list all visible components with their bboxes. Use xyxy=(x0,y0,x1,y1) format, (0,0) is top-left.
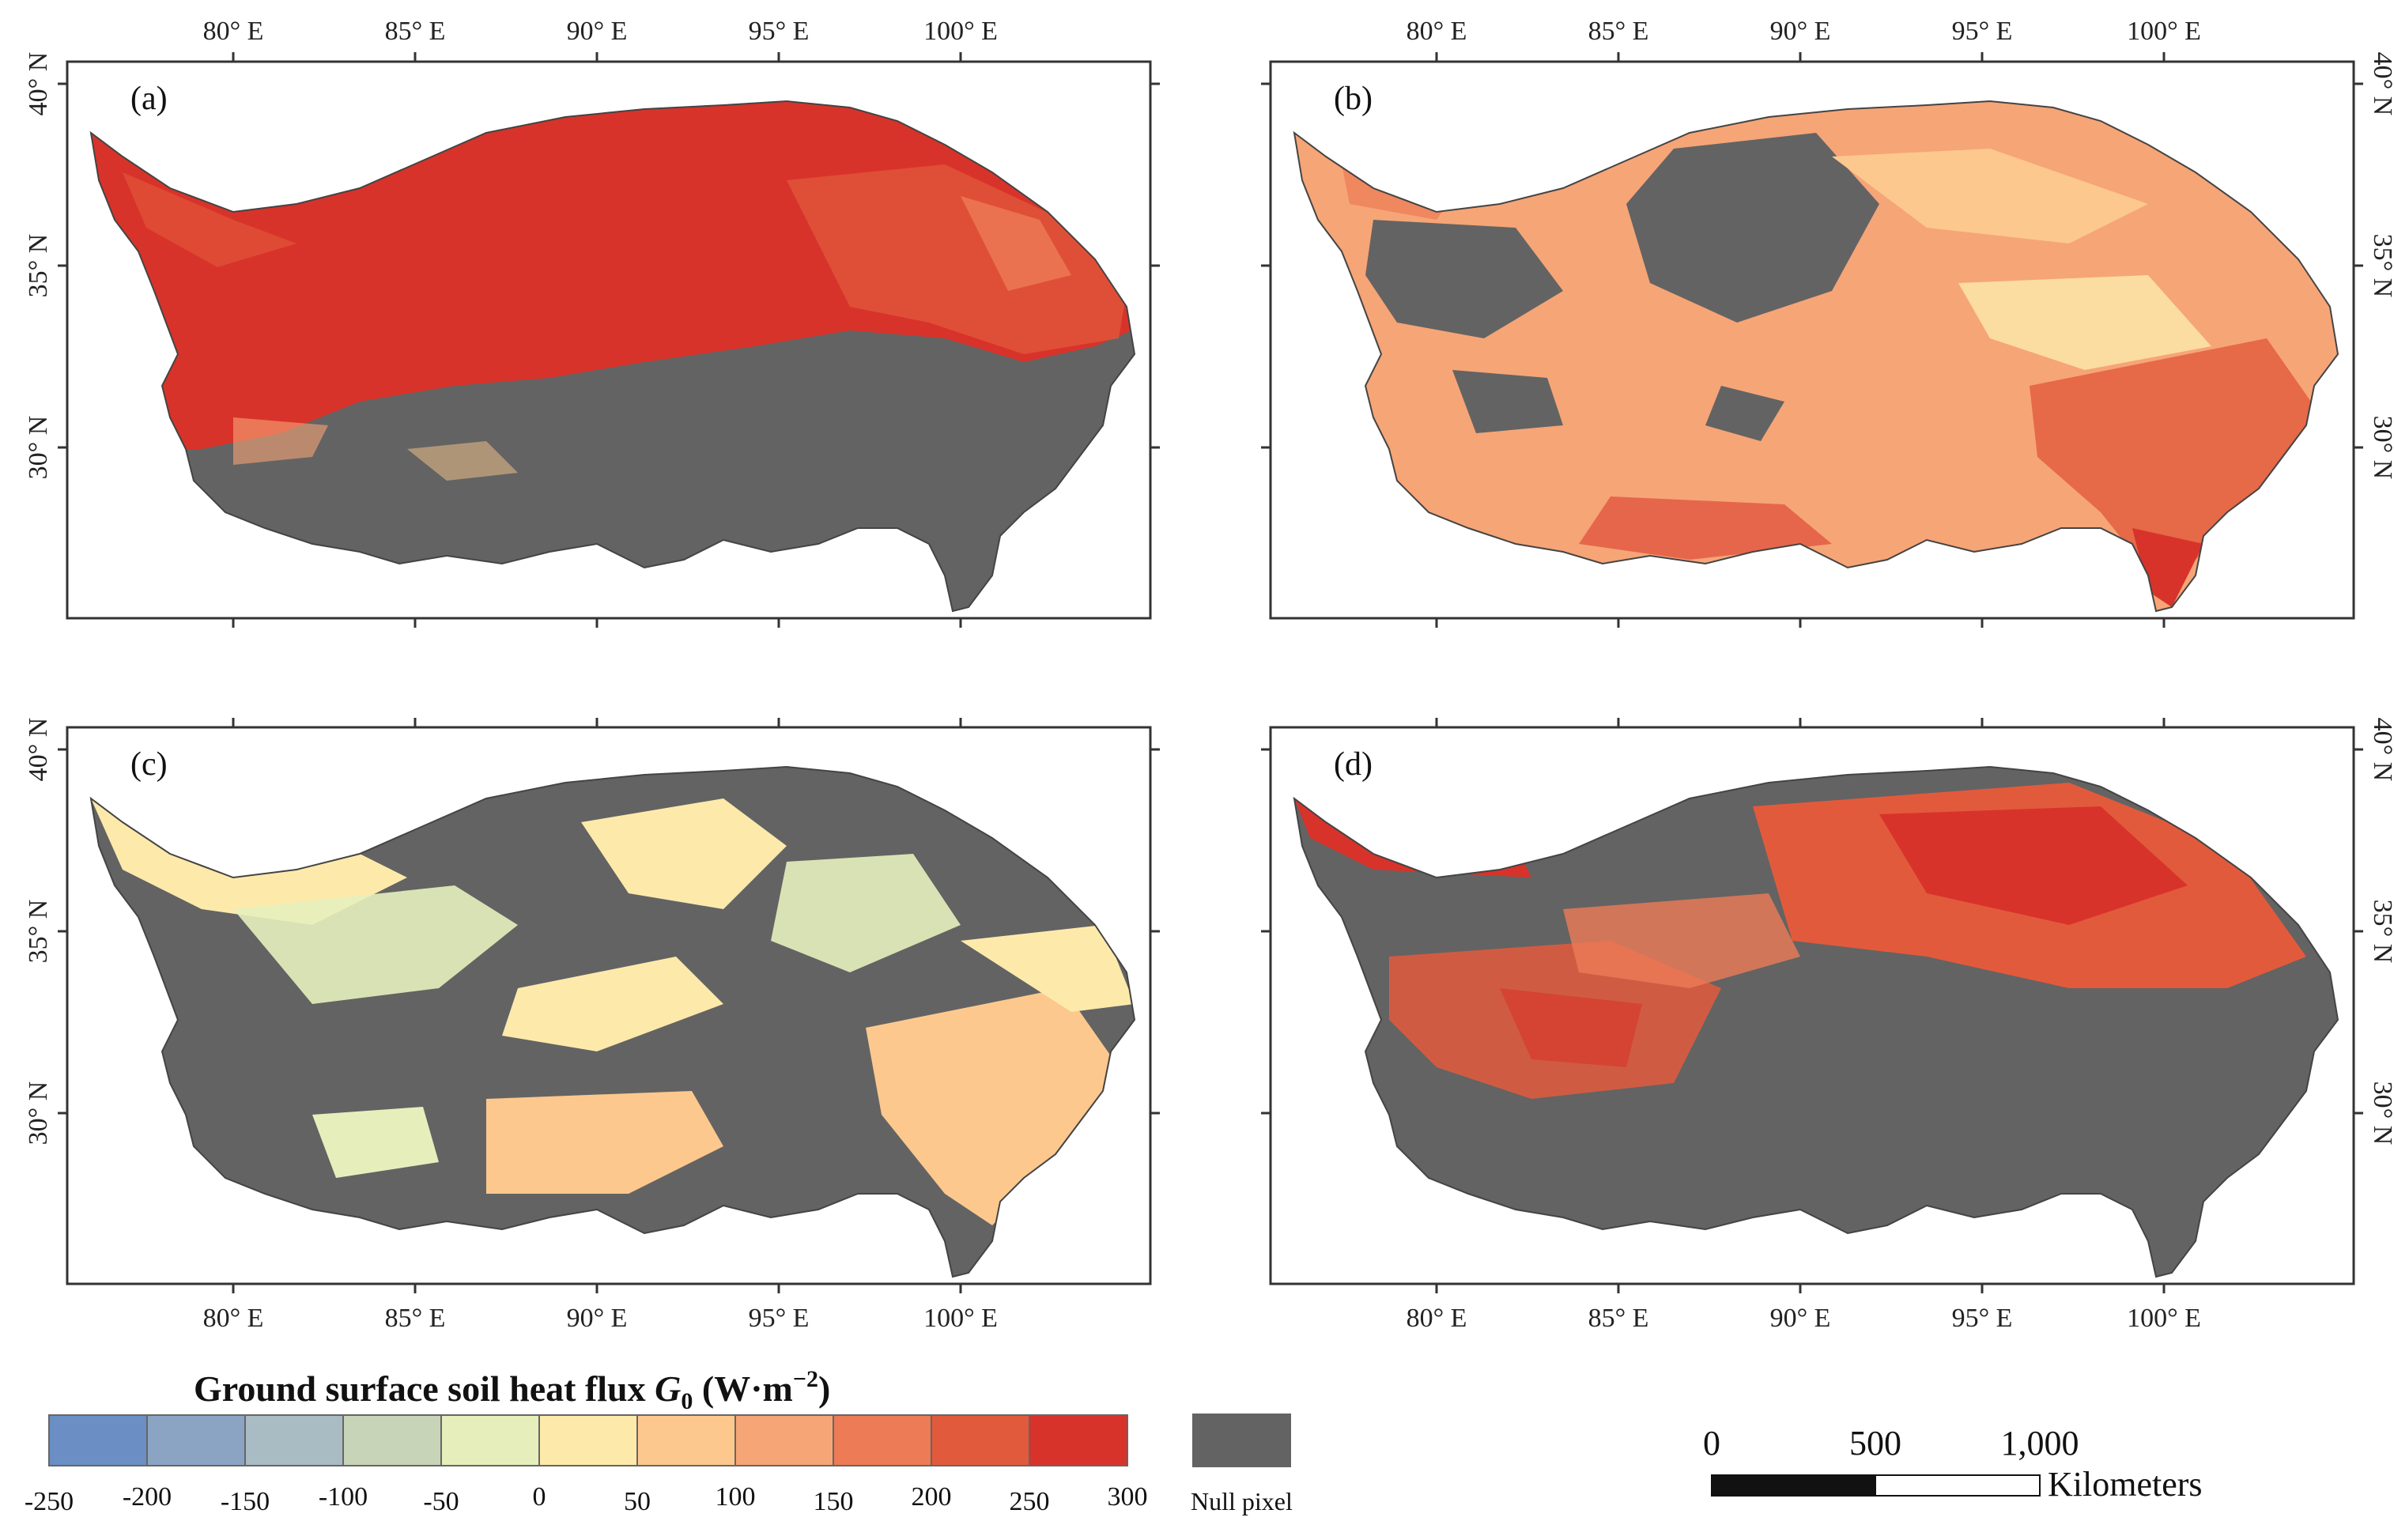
legend-color-bin xyxy=(440,1414,540,1466)
scale-units: Kilometers xyxy=(2048,1465,2203,1504)
legend-tick-label: 200 xyxy=(912,1482,952,1512)
panel-d: (d) xyxy=(1269,726,2355,1285)
legend-tick-label: -150 xyxy=(221,1487,270,1516)
lon-label: 95° E xyxy=(749,1304,810,1333)
legend-color-bin xyxy=(636,1414,736,1466)
scale-label-1000: 1,000 xyxy=(2001,1424,2079,1463)
map-frame xyxy=(66,60,1152,620)
lat-label: 30° N xyxy=(24,416,53,480)
lon-label: 90° E xyxy=(567,1304,628,1333)
scale-bar-black-segment xyxy=(1711,1474,1876,1497)
legend-tick-label: -100 xyxy=(319,1482,368,1512)
legend-color-bin xyxy=(734,1414,834,1466)
lon-label: 100° E xyxy=(2127,17,2201,46)
legend-color-bin xyxy=(538,1414,638,1466)
legend-color-bin xyxy=(244,1414,344,1466)
lat-label: 40° N xyxy=(24,52,53,116)
plateau-map xyxy=(1294,101,2338,611)
lon-label: 100° E xyxy=(923,1304,998,1333)
lon-label: 80° E xyxy=(203,1304,264,1333)
lon-label: 85° E xyxy=(1588,17,1649,46)
axes-layer: 80° E 85° E 90° E 95° E 100° E 40° N 35° N 30° … xyxy=(24,17,2394,1333)
lon-label: 90° E xyxy=(1770,17,1831,46)
legend-color-bin xyxy=(146,1414,246,1466)
legend-tick-label: 150 xyxy=(814,1487,854,1516)
lon-label: 90° E xyxy=(567,17,628,46)
lat-label: 40° N xyxy=(24,718,53,782)
panel-label-d: (d) xyxy=(1334,746,1373,783)
lon-label: 90° E xyxy=(1770,1304,1831,1333)
legend-color-bin xyxy=(833,1414,932,1466)
lon-label: 80° E xyxy=(1407,17,1467,46)
legend-tick-label: 50 xyxy=(624,1487,651,1516)
panel-b: (b) xyxy=(1269,60,2355,620)
legend-color-bin xyxy=(342,1414,442,1466)
lon-label: 95° E xyxy=(1952,17,2013,46)
plateau-map xyxy=(91,767,1135,1277)
lat-label: 35° N xyxy=(24,234,53,298)
scale-label-500: 500 xyxy=(1849,1424,1901,1463)
panel-label-c: (c) xyxy=(130,746,168,783)
lat-label: 35° N xyxy=(24,900,53,964)
legend-tick-label: 0 xyxy=(533,1482,546,1512)
lat-label: 30° N xyxy=(2368,416,2394,480)
legend-tick-label: -250 xyxy=(25,1487,74,1516)
panel-c: (c) xyxy=(66,726,1152,1285)
panel-label-a: (a) xyxy=(130,81,168,117)
map-frame xyxy=(66,726,1152,1285)
legend-color-bins xyxy=(48,1414,1128,1466)
legend-color-bin xyxy=(48,1414,148,1466)
lon-label: 85° E xyxy=(385,17,446,46)
plateau-map xyxy=(1294,767,2338,1277)
lon-label: 100° E xyxy=(2127,1304,2201,1333)
panel-a: (a) xyxy=(66,60,1152,620)
legend-tick-label: -200 xyxy=(123,1482,172,1512)
map-frame xyxy=(1269,726,2355,1285)
legend-tick-label: -50 xyxy=(423,1487,459,1516)
map-frame xyxy=(1269,60,2355,620)
legend-color-bin xyxy=(931,1414,1030,1466)
lat-label: 30° N xyxy=(24,1081,53,1146)
lon-label: 80° E xyxy=(203,17,264,46)
lon-label: 85° E xyxy=(385,1304,446,1333)
lon-label: 95° E xyxy=(749,17,810,46)
legend-tick-labels: -250 -200 -150 -100 -50 0 50 100 150 200 250 300 xyxy=(25,1482,1148,1516)
legend: Ground surface soil heat flux G0 (W·m−2)… xyxy=(25,1366,1293,1516)
lon-label: 85° E xyxy=(1588,1304,1649,1333)
scale-bar-white-segment xyxy=(1875,1474,2041,1497)
lat-label: 35° N xyxy=(2368,234,2394,298)
null-pixel-swatch xyxy=(1192,1414,1291,1467)
null-pixel-label: Null pixel xyxy=(1191,1487,1293,1515)
scale-bar: 0 500 1,000 Kilometers xyxy=(1703,1424,2203,1504)
panel-label-b: (b) xyxy=(1334,81,1373,117)
legend-color-bin xyxy=(1029,1414,1128,1466)
lat-label: 30° N xyxy=(2368,1081,2394,1146)
scale-label-0: 0 xyxy=(1703,1424,1720,1463)
lon-label: 95° E xyxy=(1952,1304,2013,1333)
legend-tick-label: 300 xyxy=(1108,1482,1148,1512)
lat-label: 35° N xyxy=(2368,900,2394,964)
legend-tick-label: 100 xyxy=(716,1482,756,1512)
legend-title: Ground surface soil heat flux G0 (W·m−2) xyxy=(194,1366,830,1414)
lat-label: 40° N xyxy=(2368,718,2394,782)
lon-label: 80° E xyxy=(1407,1304,1467,1333)
lat-label: 40° N xyxy=(2368,52,2394,116)
lon-label: 100° E xyxy=(923,17,998,46)
plateau-map xyxy=(91,101,1135,611)
legend-tick-label: 250 xyxy=(1010,1487,1050,1516)
